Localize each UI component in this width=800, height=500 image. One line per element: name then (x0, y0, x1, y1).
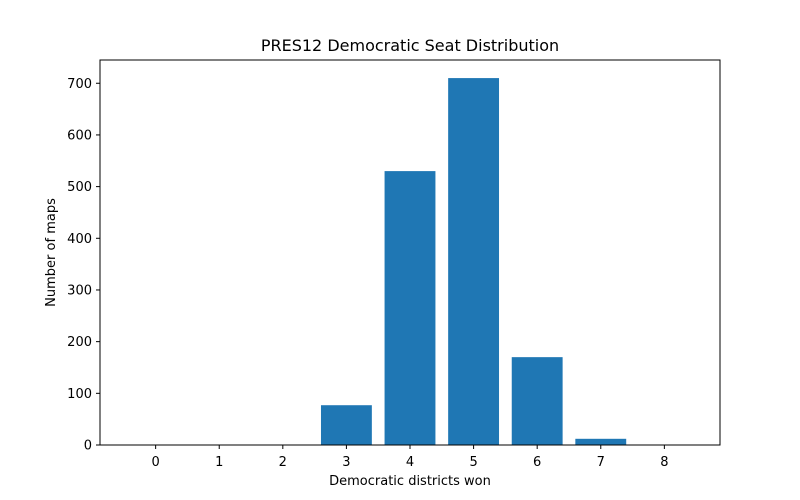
x-tick-label: 2 (279, 455, 287, 470)
x-tick-label: 4 (406, 455, 414, 470)
x-tick-label: 7 (597, 455, 605, 470)
y-tick-label: 100 (67, 387, 92, 402)
bars-group (320, 78, 627, 446)
x-tick-label: 5 (469, 455, 477, 470)
y-ticks-group: 0 100 200 300 400 500 600 700 (67, 77, 100, 454)
bar-6 (511, 357, 563, 445)
x-tick-label: 8 (660, 455, 668, 470)
bar-7 (575, 438, 627, 445)
x-tick-label: 3 (342, 455, 350, 470)
y-tick-label: 200 (67, 335, 92, 350)
bar-5 (448, 78, 500, 445)
y-axis-label: Number of maps (44, 198, 59, 307)
x-tick-label: 0 (152, 455, 160, 470)
y-tick-label: 0 (84, 439, 92, 454)
y-tick-label: 700 (67, 77, 92, 92)
x-axis-label: Democratic districts won (329, 474, 491, 489)
x-ticks-group: 0 1 2 3 4 5 6 7 8 (152, 445, 668, 470)
bar-4 (384, 171, 436, 446)
bar-3 (320, 405, 372, 445)
y-tick-label: 300 (67, 283, 92, 298)
y-tick-label: 400 (67, 232, 92, 247)
y-tick-label: 500 (67, 180, 92, 195)
x-tick-label: 6 (533, 455, 541, 470)
y-tick-label: 600 (67, 128, 92, 143)
chart-title: PRES12 Democratic Seat Distribution (261, 36, 559, 55)
plot-frame (99, 59, 721, 446)
x-tick-label: 1 (215, 455, 223, 470)
